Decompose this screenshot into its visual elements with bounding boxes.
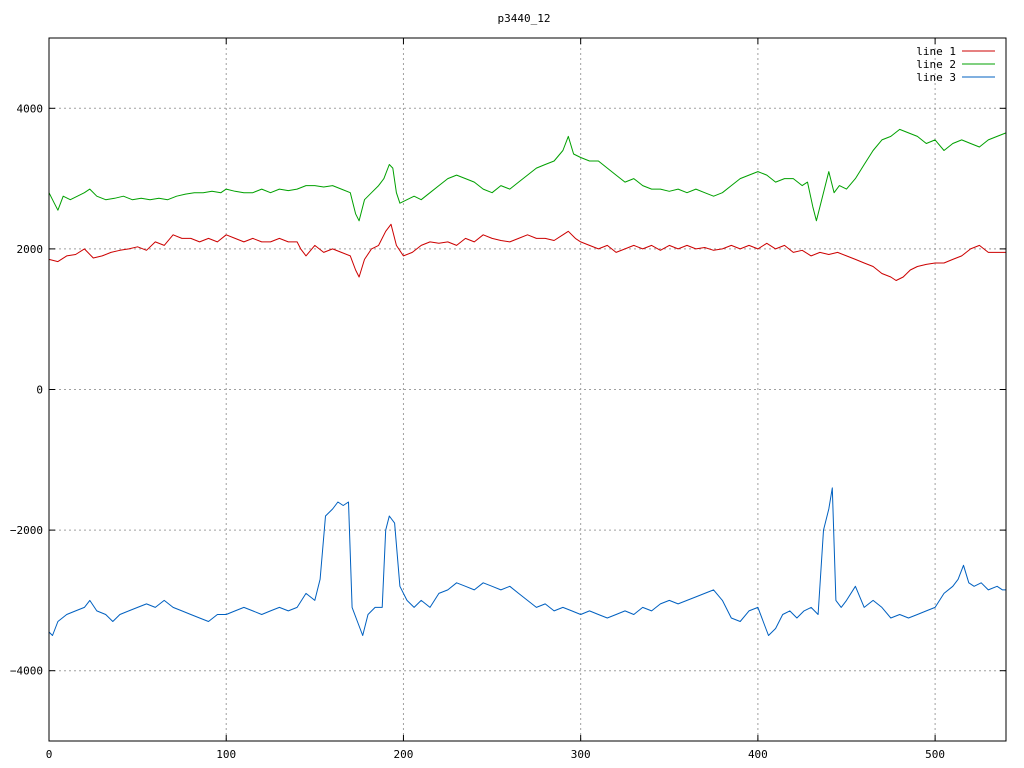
legend-label: line 1 <box>916 45 956 58</box>
grid <box>49 38 1006 741</box>
y-tick-label: 2000 <box>17 243 44 256</box>
series-line-3 <box>48 487 1006 636</box>
y-tick-label: 0 <box>36 384 43 397</box>
legend-label: line 2 <box>916 58 956 71</box>
y-tick-label: 4000 <box>17 102 44 115</box>
legend-label: line 3 <box>916 71 956 84</box>
series-line-1 <box>48 223 1006 281</box>
y-tick-label: −2000 <box>10 524 43 537</box>
x-tick-label: 200 <box>394 748 414 761</box>
axis-ticks: 0 100 200 300 400 500 −4000 −2000 0 2000 4000 <box>10 38 1006 761</box>
chart-title: p3440_12 <box>498 12 551 25</box>
x-tick-label: 400 <box>748 748 768 761</box>
x-tick-label: 300 <box>571 748 591 761</box>
series-line-2 <box>48 128 1007 222</box>
plot-frame <box>48 37 1007 742</box>
x-tick-label: 100 <box>216 748 236 761</box>
x-tick-label: 500 <box>925 748 945 761</box>
x-tick-label: 0 <box>46 748 53 761</box>
y-tick-label: −4000 <box>10 665 43 678</box>
series-group <box>48 128 1007 636</box>
